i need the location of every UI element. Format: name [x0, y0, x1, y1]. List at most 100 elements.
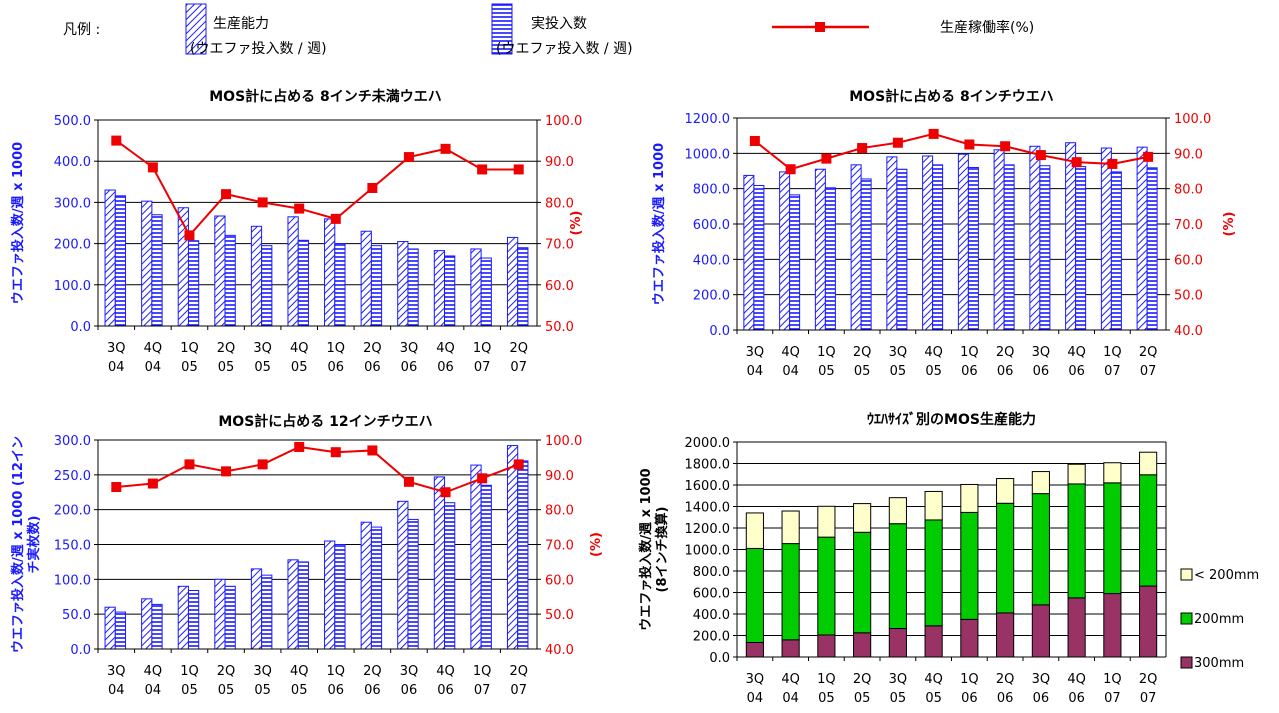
x-tick-label-year: 06 [1033, 691, 1050, 706]
bar-capacity [850, 164, 862, 331]
stack-segment-0 [996, 612, 1015, 658]
x-tick-label-year: 06 [328, 683, 345, 698]
legend-actual-line1: 実投入数 [531, 16, 587, 32]
stack-segment-2 [1067, 463, 1086, 485]
y-tick-label: 800.0 [693, 183, 730, 198]
x-tick-label-quarter: 1Q [473, 664, 492, 679]
y-tick-label: 800.0 [693, 565, 730, 580]
utilization-point [221, 189, 232, 200]
bar-capacity [814, 168, 826, 331]
x-tick-label-year: 05 [925, 691, 942, 706]
x-tick-label-year: 05 [181, 360, 198, 375]
legend-entry: < 200mm [1194, 568, 1259, 583]
bar-capacity [470, 248, 482, 327]
x-tick-label-year: 06 [1033, 364, 1050, 379]
bar-actual [480, 257, 492, 327]
x-tick-label-year: 06 [437, 683, 454, 698]
bar-actual [932, 164, 944, 331]
stack-segment-2 [996, 478, 1015, 504]
x-tick-label-year: 07 [474, 360, 491, 375]
y-tick-label: 200.0 [693, 630, 730, 645]
bar-actual [114, 195, 127, 327]
y-axis-label-sub: (8インチ換算) [654, 507, 670, 593]
x-tick-label-year: 05 [818, 691, 835, 706]
x-tick-label-year: 04 [108, 683, 125, 698]
bar-capacity [433, 250, 446, 327]
x-tick-label-year: 05 [218, 683, 235, 698]
stack-segment-2 [1139, 451, 1158, 476]
bar-actual [967, 166, 979, 331]
y-tick-label: 200.0 [54, 238, 91, 253]
utilization-point [928, 128, 939, 139]
y-axis-label-line2: チ実枚数) [26, 516, 42, 574]
x-tick-label-year: 06 [328, 360, 345, 375]
y-tick-label: 600.0 [693, 587, 730, 602]
y2-tick-label: 60.0 [1174, 253, 1203, 268]
chart-8inch-svg: MOS計に占める 8インチウエハ 0.0 200.0 400.0 600.0 800.0 1… [651, 88, 1237, 379]
x-tick-label-quarter: 1Q [1103, 345, 1122, 360]
utilization-point [147, 478, 158, 489]
utilization-point [477, 473, 488, 484]
x-tick-label-quarter: 3Q [253, 664, 272, 679]
y2-tick-label: 90.0 [545, 469, 574, 484]
utilization-line [754, 132, 1149, 171]
y-tick-label: 1200.0 [685, 522, 731, 537]
y-tick-label: 0.0 [70, 320, 91, 335]
bar-actual [334, 243, 346, 327]
bar-actual [261, 574, 273, 650]
bar-capacity [324, 218, 336, 327]
x-tick-label-quarter: 3Q [107, 341, 126, 356]
x-tick-label-year: 05 [890, 364, 907, 379]
x-tick-label-year: 06 [364, 360, 381, 375]
x-tick-label-year: 05 [254, 683, 271, 698]
y-tick-label: 1000.0 [685, 147, 731, 162]
x-tick-label-quarter: 1Q [817, 672, 836, 687]
x-tick-label-quarter: 1Q [327, 664, 346, 679]
x-tick-label-quarter: 2Q [853, 672, 872, 687]
bar-actual [370, 526, 383, 650]
x-tick-label-year: 07 [1104, 364, 1121, 379]
utilization-point [440, 143, 451, 154]
stack-segment-0 [960, 618, 979, 658]
x-tick-label-quarter: 3Q [400, 664, 419, 679]
x-tick-label-year: 06 [997, 364, 1014, 379]
x-tick-label-year: 06 [401, 683, 418, 698]
x-tick-label-year: 05 [218, 360, 235, 375]
x-tick-label-year: 05 [818, 364, 835, 379]
utilization-point [749, 135, 760, 146]
x-tick-label-year: 05 [925, 364, 942, 379]
legend-swatch-actual [491, 3, 513, 55]
x-tick-label-year: 04 [747, 691, 764, 706]
x-tick-label-year: 04 [747, 364, 764, 379]
bar-capacity [177, 585, 189, 650]
bar-capacity [993, 149, 1005, 331]
bar-capacity [141, 200, 153, 327]
y-tick-label: 600.0 [693, 218, 730, 233]
bar-actual [151, 603, 163, 650]
stack-segment-1 [781, 543, 800, 641]
chart-under-8inch-svg: MOS計に占める 8インチ未満ウエハ 0.0 100.0 200.0 300.0 400.… [10, 88, 584, 375]
stack-segment-0 [924, 625, 943, 658]
chart-capacity-by-size-svg: ｳｴﾊｻｲｽﾞ別のMOS生産能力 0.0 200.0 400.0 600.0 800.0 1… [638, 411, 1259, 706]
utilization-point [184, 459, 195, 470]
bar-capacity [957, 153, 969, 331]
chart-title: MOS計に占める 8インチウエハ [849, 88, 1054, 105]
chart-under-8inch: MOS計に占める 8インチ未満ウエハ 0.0 100.0 200.0 300.0 400.… [0, 80, 620, 380]
bar-actual [407, 248, 419, 327]
bar-capacity [922, 155, 934, 331]
y-tick-label: 100.0 [54, 573, 91, 588]
stack-segment-1 [745, 547, 764, 643]
y-tick-label: 1400.0 [685, 501, 731, 516]
bar-actual [187, 589, 200, 650]
bar-actual [824, 187, 836, 331]
stack-segment-2 [1031, 471, 1050, 495]
x-tick-label-quarter: 2Q [217, 341, 236, 356]
bar-capacity [360, 230, 372, 327]
y-tick-label: 0.0 [709, 651, 730, 666]
y2-tick-label: 50.0 [545, 608, 574, 623]
y2-tick-label: 70.0 [545, 539, 574, 554]
y-tick-label: 1600.0 [685, 479, 731, 494]
stack-segment-1 [924, 519, 943, 627]
x-tick-label-year: 06 [437, 360, 454, 375]
x-tick-label-quarter: 3Q [253, 341, 272, 356]
